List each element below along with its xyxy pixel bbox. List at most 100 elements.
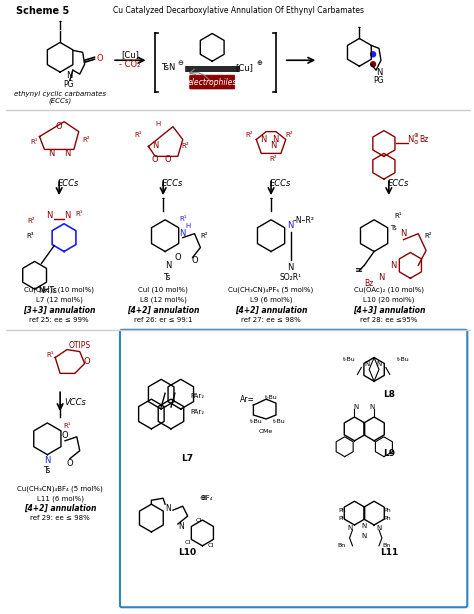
Text: N: N: [407, 135, 414, 144]
Text: ref 29: ee ≤ 98%: ref 29: ee ≤ 98%: [30, 515, 90, 521]
Text: ≡: ≡: [356, 265, 364, 275]
Text: O: O: [174, 253, 181, 262]
Text: ⊖: ⊖: [414, 140, 419, 145]
Circle shape: [371, 52, 375, 56]
Text: O: O: [191, 256, 198, 265]
Text: H: H: [185, 223, 190, 229]
Text: ⊖: ⊖: [200, 495, 205, 501]
Text: N: N: [391, 261, 397, 270]
Text: ref 27: ee ≤ 98%: ref 27: ee ≤ 98%: [241, 317, 301, 323]
Text: ECCs: ECCs: [388, 179, 410, 188]
Text: Ts: Ts: [164, 273, 172, 282]
FancyBboxPatch shape: [190, 75, 235, 89]
Text: R¹: R¹: [31, 139, 38, 144]
Text: t-Bu: t-Bu: [397, 357, 410, 362]
Text: ECCs: ECCs: [270, 179, 292, 188]
Text: Cu(OAc)₂ (10 mol%): Cu(OAc)₂ (10 mol%): [354, 287, 424, 293]
Text: N: N: [347, 525, 352, 531]
Text: R²: R²: [269, 157, 277, 162]
Text: Ph: Ph: [383, 508, 391, 513]
Text: L9 (6 mol%): L9 (6 mol%): [250, 297, 292, 303]
Text: Scheme 5: Scheme 5: [16, 6, 69, 16]
Text: L7 (12 mol%): L7 (12 mol%): [36, 297, 82, 303]
Text: ref 28: ee ≤95%: ref 28: ee ≤95%: [360, 317, 418, 323]
Text: N: N: [180, 229, 186, 238]
Text: L8: L8: [383, 390, 395, 398]
Text: N: N: [354, 404, 359, 410]
Text: N: N: [44, 456, 51, 465]
Text: Ar=: Ar=: [240, 395, 255, 403]
Text: O: O: [152, 155, 159, 164]
Text: [4+2] annulation: [4+2] annulation: [24, 503, 96, 513]
Text: Cu(CH₃CN)₄PF₆ (5 mol%): Cu(CH₃CN)₄PF₆ (5 mol%): [228, 287, 314, 293]
Text: ⊕: ⊕: [414, 133, 419, 138]
Text: L9: L9: [383, 449, 395, 458]
Text: Cu Catalyzed Decarboxylative Annulation Of Ethynyl Carbamates: Cu Catalyzed Decarboxylative Annulation …: [113, 6, 364, 15]
Text: N: N: [376, 68, 382, 77]
Text: - CO₂: - CO₂: [119, 60, 140, 69]
Text: (ECCs): (ECCs): [48, 98, 72, 104]
Text: N: N: [370, 404, 375, 410]
Text: O: O: [165, 155, 172, 164]
Text: t-Bu: t-Bu: [343, 357, 356, 362]
Text: PAr₂: PAr₂: [191, 409, 205, 415]
Text: OMe: OMe: [259, 429, 273, 434]
Text: VCCs: VCCs: [64, 398, 86, 406]
Text: L10: L10: [179, 548, 197, 558]
Text: R³: R³: [26, 233, 34, 239]
Text: Ts: Ts: [44, 466, 51, 475]
Text: L7: L7: [182, 454, 194, 463]
Text: Bn: Bn: [383, 543, 391, 548]
Text: PG: PG: [64, 80, 74, 88]
Text: OTIPS: OTIPS: [69, 341, 91, 350]
Text: Ts: Ts: [390, 225, 397, 231]
Text: R¹: R¹: [75, 211, 82, 217]
Text: R²: R²: [285, 131, 292, 138]
Text: N: N: [46, 211, 53, 220]
Text: N: N: [376, 525, 382, 531]
FancyBboxPatch shape: [120, 330, 467, 607]
Text: N: N: [272, 135, 278, 144]
Text: N: N: [165, 503, 171, 513]
Text: ⊕: ⊕: [256, 60, 262, 66]
Text: N: N: [48, 149, 55, 158]
Text: Ph: Ph: [338, 508, 346, 513]
Text: Bz: Bz: [365, 279, 374, 288]
Text: L8 (12 mol%): L8 (12 mol%): [140, 297, 187, 303]
Text: ECCs: ECCs: [162, 179, 183, 188]
Text: [4+2] annulation: [4+2] annulation: [235, 306, 307, 314]
Text: L10 (20 mol%): L10 (20 mol%): [363, 297, 414, 303]
Text: N: N: [270, 141, 276, 150]
Text: N: N: [288, 221, 294, 230]
Text: N: N: [362, 523, 367, 529]
Text: Cl: Cl: [184, 540, 191, 545]
Text: N: N: [362, 533, 367, 539]
Text: BF₄: BF₄: [201, 495, 213, 501]
Text: N: N: [378, 273, 384, 282]
Text: Ph: Ph: [383, 516, 391, 521]
Text: H: H: [155, 121, 161, 126]
Text: N: N: [152, 141, 158, 150]
Text: N: N: [288, 263, 294, 272]
Text: N: N: [64, 211, 70, 220]
Text: R¹: R¹: [46, 352, 54, 357]
Text: O: O: [62, 431, 68, 440]
Text: [Cu]: [Cu]: [121, 50, 139, 59]
Text: O: O: [83, 357, 90, 366]
Text: R¹: R¹: [395, 213, 402, 219]
Text: Ph: Ph: [338, 516, 346, 521]
Text: O: O: [56, 122, 63, 131]
Text: Bn: Bn: [337, 543, 346, 548]
Text: ⊖: ⊖: [178, 60, 184, 66]
Text: TsN: TsN: [161, 63, 175, 72]
Text: t-Bu: t-Bu: [273, 419, 285, 424]
Text: [Cu]: [Cu]: [236, 63, 254, 72]
Text: ref 26: er ≤ 99:1: ref 26: er ≤ 99:1: [134, 317, 192, 323]
Text: N: N: [165, 261, 171, 270]
Text: –N–R²: –N–R²: [292, 216, 314, 225]
Text: N: N: [178, 521, 183, 530]
Text: [4+2] annulation: [4+2] annulation: [127, 306, 200, 314]
Text: N: N: [401, 229, 407, 238]
Text: R²: R²: [201, 233, 208, 239]
Text: t-Bu: t-Bu: [250, 419, 263, 424]
